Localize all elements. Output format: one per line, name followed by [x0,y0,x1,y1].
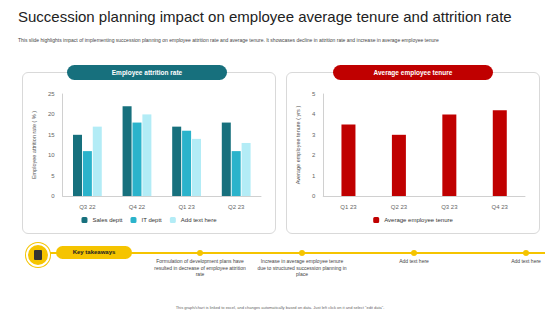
svg-text:Q3 22: Q3 22 [79,204,96,210]
svg-text:Q4 23: Q4 23 [492,204,509,210]
svg-text:IT deptt: IT deptt [141,217,162,223]
svg-text:Add text here: Add text here [181,217,217,223]
svg-text:Average employee tenure: Average employee tenure [384,217,453,223]
svg-text:Employee attrition rate ( % ): Employee attrition rate ( % ) [31,111,37,179]
svg-text:Average employee tenure ( yrs: Average employee tenure ( yrs ) [295,106,301,185]
svg-text:2: 2 [312,152,316,158]
html-text:Add text here: Add text here [399,258,429,264]
html-text:Average employee tenure: Average employee tenure [373,69,453,76]
svg-text:5: 5 [51,173,55,179]
svg-text:0: 0 [51,193,55,199]
html-text:Employee attrition rate: Employee attrition rate [111,69,183,76]
svg-text:Q3 23: Q3 23 [441,204,458,210]
svg-text:15: 15 [48,132,55,138]
svg-text:5: 5 [312,91,316,97]
html-text:Increase in average employee t: Increase in average employee tenure due … [257,258,347,277]
svg-text:Q2 23: Q2 23 [228,204,245,210]
html-text:Formulation of development pla: Formulation of development plans have re… [154,258,246,277]
html-text:Key takeaways: Key takeaways [72,249,116,255]
svg-text:1: 1 [312,173,316,179]
svg-text:Q1 23: Q1 23 [178,204,195,210]
svg-text:3: 3 [312,132,316,138]
svg-text:10: 10 [48,152,55,158]
html-text:Add text here: Add text here [511,258,541,264]
svg-text:20: 20 [48,111,55,117]
svg-text:Q2 23: Q2 23 [391,204,408,210]
svg-text:0: 0 [312,193,316,199]
svg-text:4: 4 [312,111,316,117]
svg-text:25: 25 [48,91,55,97]
html-text:This slide highlights impact o: This slide highlights impact of implemen… [18,37,439,43]
svg-text:Sales deptt: Sales deptt [92,217,122,223]
html-text:This graph/chart is linked to: This graph/chart is linked to excel, and… [175,305,385,310]
html-text:Succession planning impact on: Succession planning impact on employee a… [18,8,512,25]
svg-text:Q1 23: Q1 23 [340,204,357,210]
svg-text:Q4 22: Q4 22 [129,204,146,210]
